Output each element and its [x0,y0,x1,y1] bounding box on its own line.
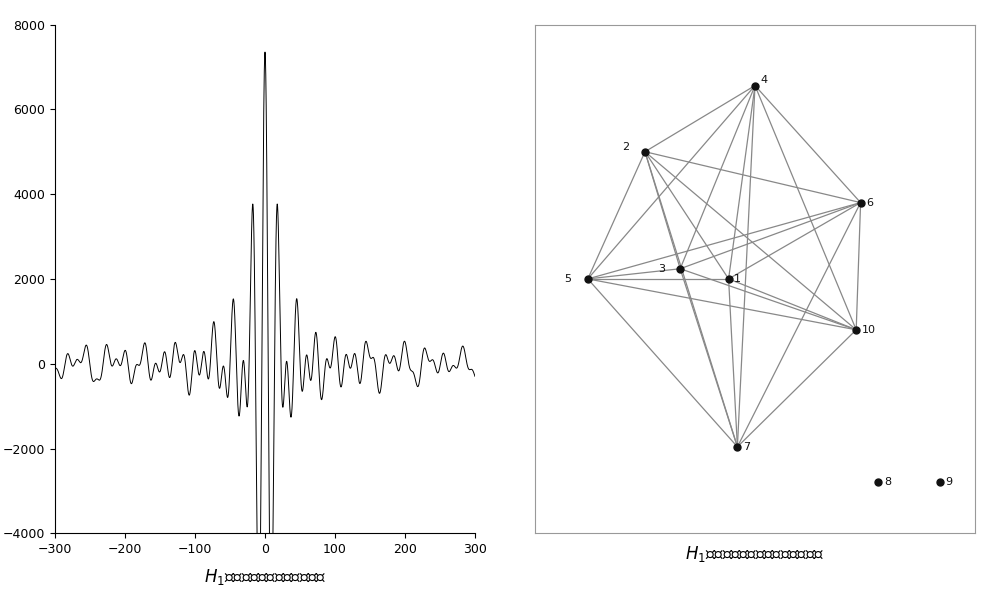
Text: 6: 6 [866,197,873,208]
X-axis label: $H_1$时观测信号自相关函数波形: $H_1$时观测信号自相关函数波形 [204,567,326,587]
Text: 2: 2 [622,142,630,151]
Text: 8: 8 [884,478,891,487]
Text: 5: 5 [564,274,571,284]
X-axis label: $H_1$时观测信号自相关函数构造的图: $H_1$时观测信号自相关函数构造的图 [685,544,825,565]
Text: 7: 7 [743,442,750,452]
Text: 9: 9 [946,478,953,487]
Text: 10: 10 [862,325,876,335]
Text: 4: 4 [760,75,767,85]
Text: 1: 1 [734,274,741,284]
Text: 3: 3 [658,264,665,274]
